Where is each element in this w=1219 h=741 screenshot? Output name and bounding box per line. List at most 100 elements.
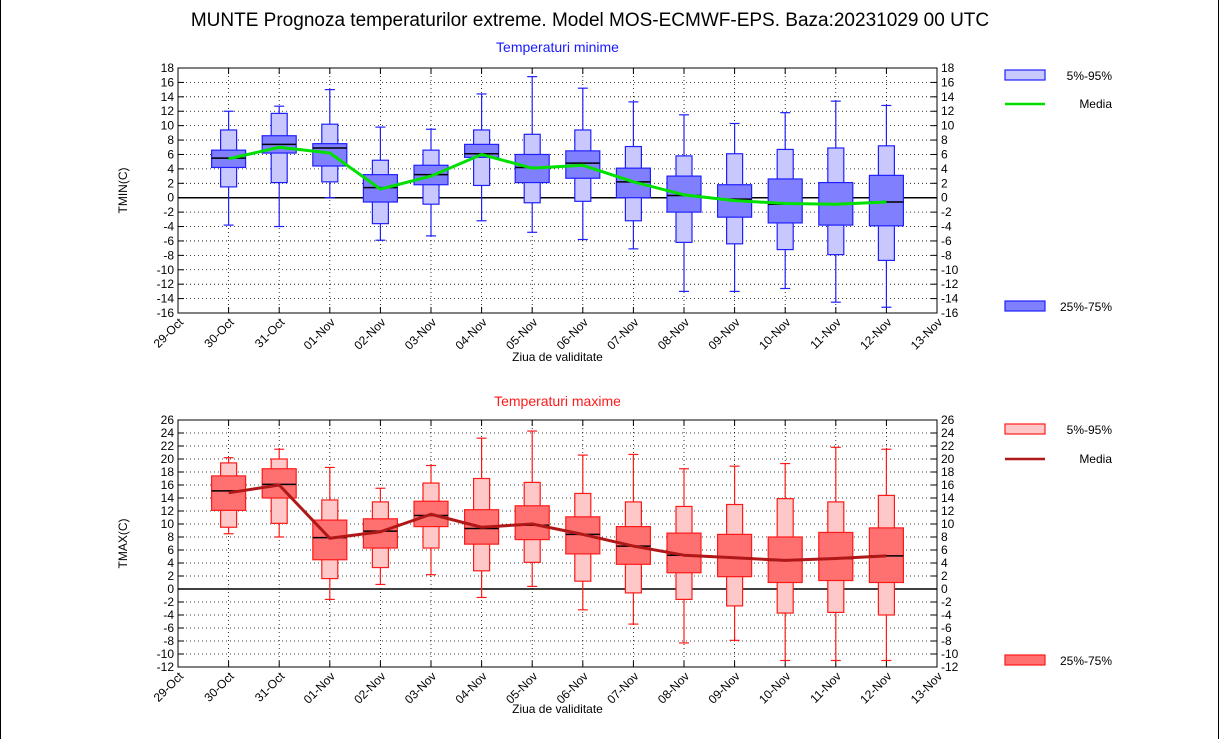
xtick-label: 08-Nov [655, 669, 692, 706]
xtick-label: 02-Nov [351, 669, 388, 706]
ytick-label-right: 24 [941, 426, 955, 440]
ytick-label-left: 8 [167, 530, 174, 544]
ytick-label-left: -10 [157, 647, 175, 661]
ytick-label-left: 0 [167, 582, 174, 596]
ytick-label-left: -8 [163, 634, 174, 648]
ytick-label-right: -2 [941, 595, 952, 609]
plot-frame [177, 67, 938, 314]
ytick-label-right: -8 [941, 634, 952, 648]
ytick-label-right: 4 [941, 162, 948, 176]
ytick-label-right: 4 [941, 556, 948, 570]
ytick-label-right: 16 [941, 75, 955, 89]
legend-label-mean: Media [1079, 97, 1112, 111]
mean-line [228, 145, 887, 206]
legend-swatch-outer [1004, 423, 1046, 435]
ytick-label-right: 16 [941, 478, 955, 492]
ytick-label-right: 12 [941, 504, 955, 518]
legend-swatch-outer [1004, 69, 1046, 81]
xtick-label: 31-Oct [252, 669, 288, 705]
box-inner-25-75 [565, 516, 601, 555]
box-inner-25-75 [868, 174, 905, 227]
ytick-label-left: 6 [167, 543, 174, 557]
box-inner-25-75 [716, 533, 753, 578]
ytick-label-right: -6 [941, 621, 952, 635]
ytick-label-left: 18 [161, 61, 175, 75]
ytick-label-right: 2 [941, 569, 948, 583]
ytick-label-right: -6 [941, 234, 952, 248]
ytick-label-right: 14 [941, 90, 955, 104]
ytick-label-left: 18 [161, 465, 175, 479]
ytick-label-right: 12 [941, 104, 955, 118]
legend-label-mean: Media [1079, 452, 1112, 466]
ytick-label-right: 8 [941, 530, 948, 544]
x-axis-label: Ziua de validitate [512, 702, 603, 716]
ytick-label-right: -12 [941, 277, 959, 291]
xtick-label: 13-Nov [908, 669, 945, 706]
ytick-label-left: 10 [161, 119, 175, 133]
ytick-label-left: 4 [167, 556, 174, 570]
ytick-label-right: -8 [941, 248, 952, 262]
ytick-label-right: 26 [941, 413, 955, 427]
legend-swatch-inner [1004, 300, 1046, 312]
ytick-label-left: 14 [161, 90, 175, 104]
legend-label-outer: 5%-95% [1067, 423, 1113, 437]
ytick-label-left: -8 [163, 248, 174, 262]
xtick-label: 30-Oct [201, 669, 237, 705]
ytick-label-left: 0 [167, 191, 174, 205]
legend-label-inner: 25%-75% [1060, 654, 1112, 668]
xtick-label: 10-Nov [756, 669, 793, 706]
x-axis-label: Ziua de validitate [512, 350, 603, 364]
ytick-label-right: 8 [941, 133, 948, 147]
ytick-label-right: 14 [941, 491, 955, 505]
ytick-label-right: 6 [941, 543, 948, 557]
xtick-label: 05-Nov [503, 669, 540, 706]
y-axis-label: TMIN(C) [116, 168, 130, 214]
plot-frame [177, 419, 938, 668]
ytick-label-right: 18 [941, 61, 955, 75]
ytick-label-left: -6 [163, 234, 174, 248]
ytick-label-right: 22 [941, 439, 955, 453]
ytick-label-left: 24 [161, 426, 175, 440]
ytick-label-left: -2 [163, 595, 174, 609]
xtick-label: 06-Nov [554, 669, 591, 706]
ytick-label-left: 22 [161, 439, 175, 453]
ytick-label-right: 6 [941, 147, 948, 161]
page-title: MUNTE Prognoza temperaturilor extreme. M… [190, 10, 990, 31]
ytick-label-left: 10 [161, 517, 175, 531]
ytick-label-right: 10 [941, 119, 955, 133]
ytick-label-left: 14 [161, 491, 175, 505]
ytick-label-left: -6 [163, 621, 174, 635]
ytick-label-left: -2 [163, 205, 174, 219]
ytick-label-right: -2 [941, 205, 952, 219]
mean-line [228, 483, 887, 562]
xtick-label: 07-Nov [604, 669, 641, 706]
box-inner-25-75 [767, 178, 803, 224]
chart-subtitle: Temperaturi maxime [494, 393, 621, 409]
y-axis-label: TMAX(C) [116, 519, 130, 569]
ytick-label-right: -14 [941, 292, 959, 306]
ytick-label-right: 18 [941, 465, 955, 479]
ytick-label-right: -16 [941, 306, 959, 320]
ytick-label-right: 20 [941, 452, 955, 466]
xtick-label: 09-Nov [705, 669, 742, 706]
ytick-label-left: 16 [161, 478, 175, 492]
ytick-label-right: -10 [941, 647, 959, 661]
legend-swatch-inner [1004, 654, 1046, 666]
ytick-label-right: 0 [941, 582, 948, 596]
box-inner-25-75 [261, 468, 297, 499]
ytick-label-right: -12 [941, 660, 959, 674]
box-inner-25-75 [211, 475, 247, 511]
xtick-label: 03-Nov [402, 669, 439, 706]
ytick-label-right: 0 [941, 191, 948, 205]
ytick-label-left: -10 [157, 263, 175, 277]
ytick-label-left: 26 [161, 413, 175, 427]
ytick-label-right: -10 [941, 263, 959, 277]
ytick-label-left: 16 [161, 75, 175, 89]
ytick-label-right: -4 [941, 608, 952, 622]
ytick-label-left: 2 [167, 569, 174, 583]
ytick-label-left: -4 [163, 220, 174, 234]
ytick-label-left: 6 [167, 147, 174, 161]
ytick-label-left: -12 [157, 660, 175, 674]
